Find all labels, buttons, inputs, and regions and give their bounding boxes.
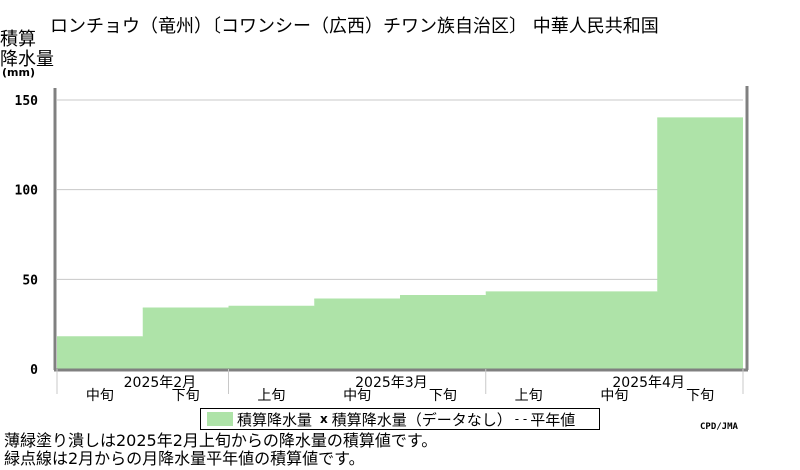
x-tick-label-period: 下旬 [686,388,714,404]
x-tick-label-period: 下旬 [429,388,457,404]
legend-item-accumulated: 積算降水量 [237,410,313,429]
y-axis-label-line2: 降水量 [0,49,54,70]
y-tick-label: 0 [30,363,38,378]
legend-normal-dash-icon: - - [514,412,528,426]
legend-swatch-fill [207,412,233,426]
y-tick-label: 100 [15,184,39,199]
x-month-label: 2025年3月 [355,375,428,391]
credit: CPD/JMA [700,422,738,432]
x-tick-label-period: 中旬 [86,388,114,404]
x-month-label: 2025年4月 [612,375,685,391]
y-axis-label-line1: 積算 [0,29,36,50]
x-tick-label-period: 上旬 [515,388,543,404]
legend-item-no-data: 積算降水量（データなし） [331,410,512,429]
legend-item-normal: 平年値 [530,410,576,429]
x-tick-label-period: 上旬 [257,388,285,404]
note-line-2: 緑点線は2月からの月降水量平年値の積算値です。 [4,449,365,468]
note-line-1: 薄緑塗り潰しは2025年2月上旬からの降水量の積算値です。 [4,431,438,450]
legend: 積算降水量 x 積算降水量（データなし） - - 平年値 [200,408,600,430]
chart-title: ロンチョウ（竜州）〔コワンシー（広西）チワン族自治区〕 中華人民共和国 [50,16,659,37]
x-month-label: 2025年2月 [124,375,197,391]
x-tick-label-period: 中旬 [343,388,371,404]
x-tick-label-period: 下旬 [172,388,200,404]
x-tick-label-period: 中旬 [600,388,628,404]
y-axis-label: 積算 降水量 [0,30,64,70]
y-tick-label: 50 [22,273,38,288]
y-tick-label: 150 [15,94,39,109]
y-axis-unit: (mm) [2,66,35,79]
legend-marker-no-data: x [320,412,328,426]
